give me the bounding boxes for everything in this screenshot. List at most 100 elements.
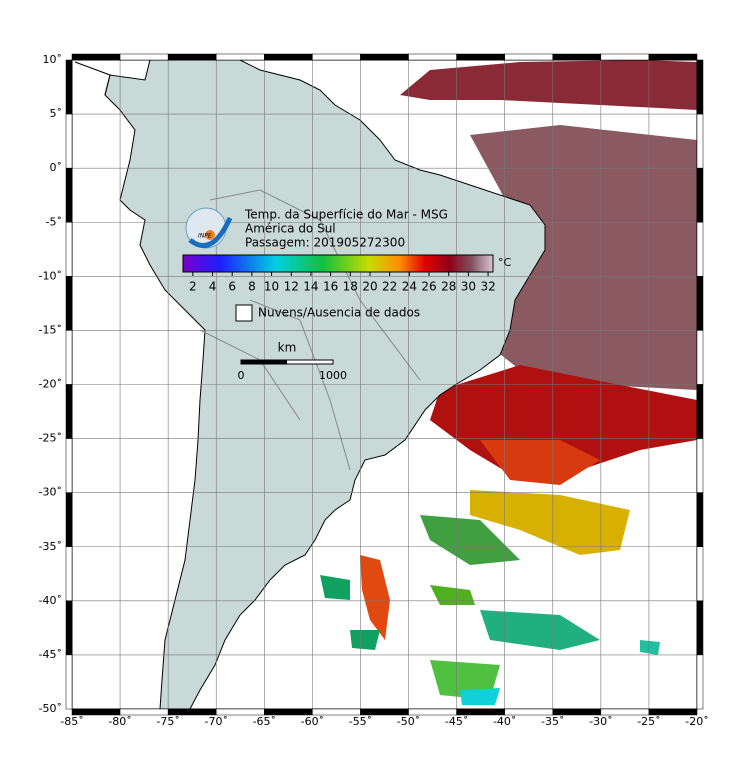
nodata-swatch <box>235 304 253 322</box>
colorbar-tick-label: 16 <box>323 280 338 294</box>
frame-segment <box>696 113 704 169</box>
colorbar-tick-label: 32 <box>480 280 495 294</box>
sst-patch <box>320 575 350 600</box>
frame-segment <box>696 600 704 656</box>
x-tick-label: -70˚ <box>204 715 227 728</box>
frame-segment <box>696 330 704 385</box>
colorbar-tick-label: 8 <box>248 280 256 294</box>
x-tick-label: -35˚ <box>541 715 564 728</box>
sst-patch <box>480 610 600 650</box>
colorbar-tick-label: 2 <box>189 280 197 294</box>
y-tick-label: -50˚ <box>39 702 62 715</box>
colorbar-tick-label: 30 <box>461 280 476 294</box>
frame-segment <box>696 438 704 493</box>
frame-segment <box>65 438 73 493</box>
frame-segment <box>65 167 73 223</box>
frame-segment <box>696 59 704 115</box>
y-tick-label: -25˚ <box>39 432 62 445</box>
sst-patch <box>430 585 475 605</box>
frame-segment <box>456 53 505 61</box>
x-tick-label: -80˚ <box>108 715 131 728</box>
frame-segment <box>65 492 73 547</box>
x-tick-label: -45˚ <box>445 715 468 728</box>
sst-patch <box>460 688 500 705</box>
sst-patch <box>350 630 380 650</box>
frame-segment <box>696 654 704 710</box>
frame-segment <box>167 53 217 61</box>
x-tick-label: -85˚ <box>60 715 83 728</box>
frame-segment <box>504 53 554 61</box>
colorbar-tick-label: 28 <box>441 280 456 294</box>
nodata-label: Nuvens/Ausencia de dados <box>258 306 420 320</box>
colorbar-ramp <box>182 254 494 273</box>
y-tick-label: -5˚ <box>46 215 62 228</box>
scale-label: 0 <box>238 369 245 382</box>
frame-segment <box>648 53 698 61</box>
scale-bar-fill <box>241 360 287 364</box>
coast-central-america <box>74 61 111 96</box>
frame-segment <box>696 276 704 331</box>
x-tick-label: -60˚ <box>301 715 324 728</box>
colorbar-tick-label: 20 <box>362 280 377 294</box>
sst-patch <box>360 555 390 640</box>
x-tick-label: -55˚ <box>349 715 372 728</box>
y-tick-label: -35˚ <box>39 540 62 553</box>
y-tick-label: 5˚ <box>50 107 63 120</box>
y-tick-label: -20˚ <box>39 378 62 391</box>
title: Temp. da Superfície do Mar - MSG <box>244 208 448 222</box>
colorbar-tick-label: 14 <box>303 280 318 294</box>
colorbar-tick-label: 18 <box>343 280 358 294</box>
frame-segment <box>71 53 121 61</box>
frame-segment <box>65 276 73 331</box>
frame-segment <box>600 53 650 61</box>
colorbar-tick-label: 4 <box>209 280 217 294</box>
frame-segment <box>65 600 73 656</box>
colorbar-tick-label: 24 <box>402 280 417 294</box>
frame-segment <box>65 330 73 385</box>
sst-patch <box>420 515 520 565</box>
logo-arc <box>188 216 233 248</box>
x-tick-label: -25˚ <box>637 715 660 728</box>
colorbar-tick-label: 12 <box>284 280 299 294</box>
frame-segment <box>696 546 704 602</box>
x-tick-label: -20˚ <box>685 715 708 728</box>
y-tick-label: 10˚ <box>43 53 63 66</box>
sst-patch <box>480 440 600 485</box>
logo-dot <box>205 230 215 240</box>
colorbar-tick-label: 10 <box>264 280 279 294</box>
frame-segment <box>696 492 704 547</box>
sst-patch <box>470 125 697 390</box>
frame-segment <box>65 113 73 169</box>
scale-bar: km 0 1000 <box>238 341 348 383</box>
sst-patch <box>470 490 630 555</box>
sst-patch <box>640 640 660 655</box>
sst-patch <box>400 60 697 110</box>
frame-segment <box>119 53 169 61</box>
frame-segment <box>264 53 313 61</box>
x-tick-label: -50˚ <box>397 715 420 728</box>
frame-segment <box>696 384 704 439</box>
scale-label: 1000 <box>319 369 347 382</box>
frame-segment <box>65 384 73 439</box>
y-tick-label: 0˚ <box>50 161 63 174</box>
logo-text: INPE <box>198 233 212 240</box>
frame-segment <box>65 654 73 710</box>
colorbar: °C 2 4 6 8 10 12 14 16 18 20 22 24 26 28 30 32 <box>182 254 512 294</box>
frame-segment <box>552 53 602 61</box>
y-tick-label: -10˚ <box>39 269 62 282</box>
colorbar-tick-label: 26 <box>421 280 436 294</box>
frame-segment <box>65 59 73 115</box>
header: INPE Temp. da Superfície do Mar - MSG Am… <box>185 207 448 250</box>
x-tick-label: -75˚ <box>156 715 179 728</box>
pass: Passagem: 201905272300 <box>245 236 405 250</box>
frame-segment <box>65 546 73 602</box>
frame-segment <box>312 53 361 61</box>
frame-segment <box>360 53 409 61</box>
colorbar-unit: °C <box>498 256 512 269</box>
region: América do Sul <box>245 222 336 236</box>
frame-segment <box>215 53 265 61</box>
y-tick-label: -45˚ <box>39 648 62 661</box>
colorbar-tick-label: 22 <box>382 280 397 294</box>
scale-unit: km <box>278 341 297 355</box>
